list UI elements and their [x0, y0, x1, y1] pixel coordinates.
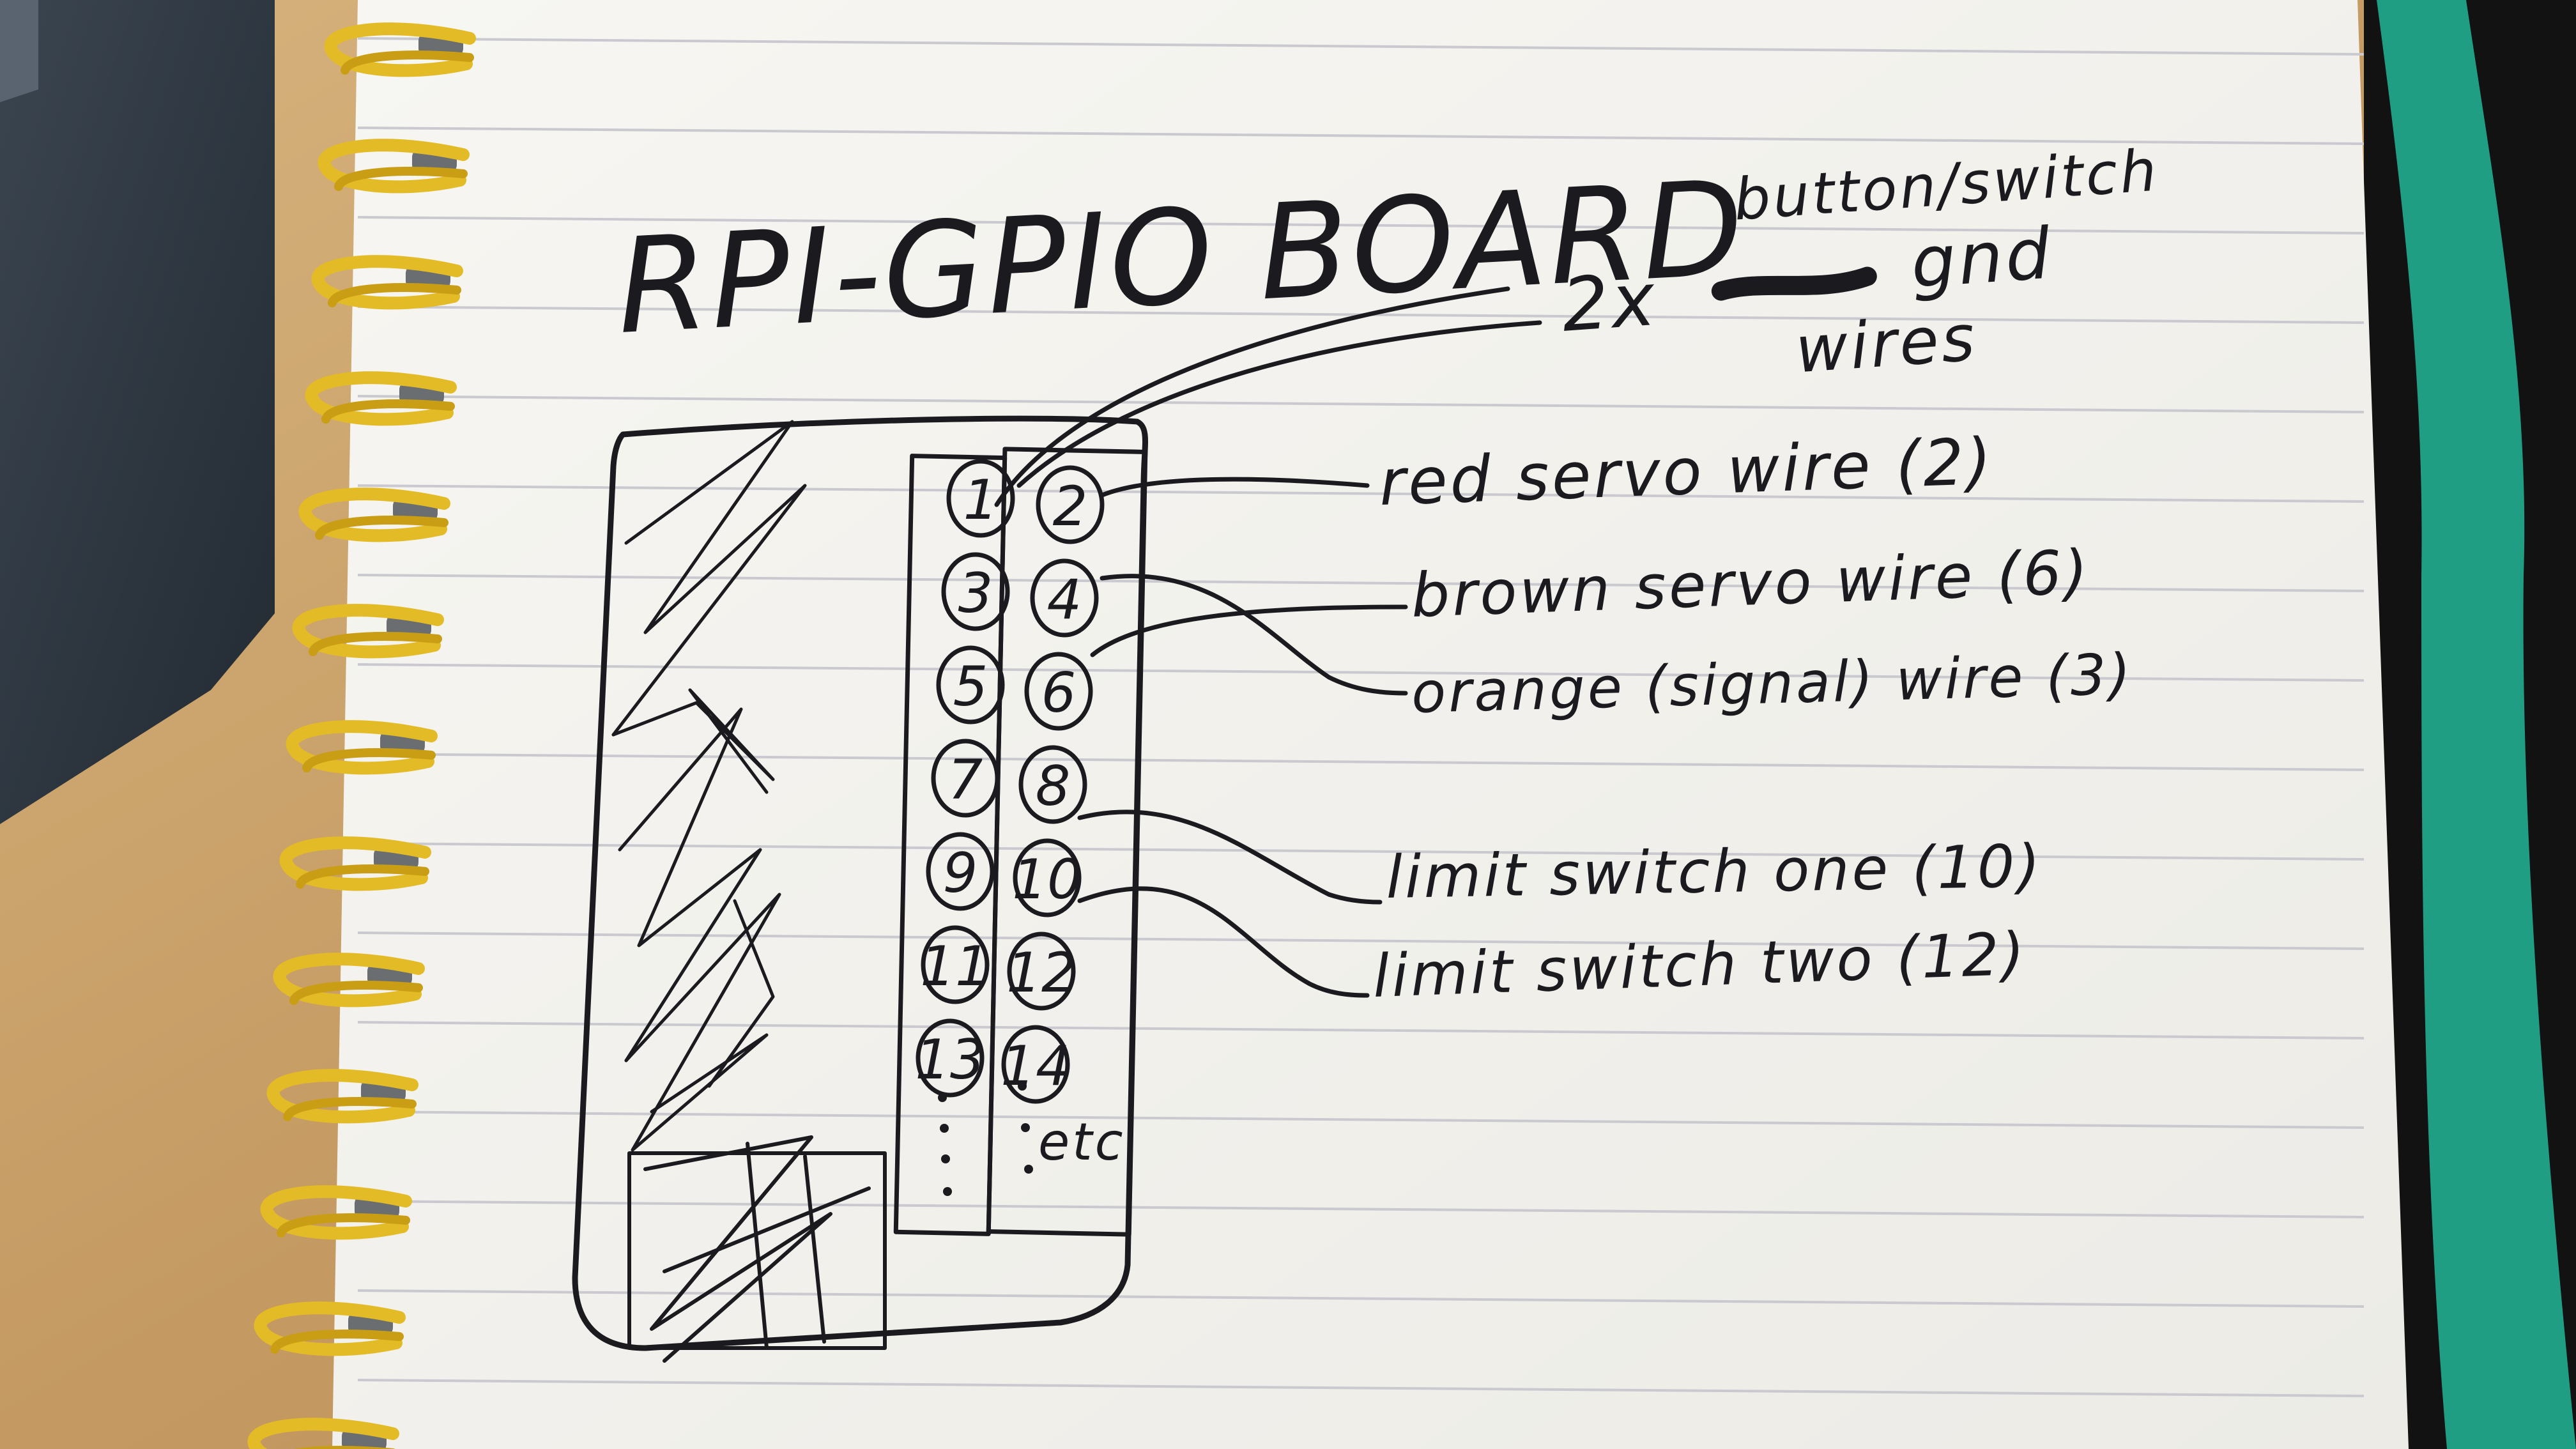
header-continuation-dots [938, 1082, 1033, 1196]
ruled-line [357, 37, 2365, 56]
ruled-lines [357, 37, 2365, 1397]
ruled-line [357, 842, 2365, 861]
wire-label-limit-switch-one: limit switch one (10) [1386, 832, 2044, 912]
board-hatching [611, 420, 807, 1152]
gpio-pin-number: 3 [958, 562, 993, 625]
wire-pin-4 [1100, 574, 1408, 696]
gpio-pin-right: 10 [1012, 838, 1082, 917]
gpio-pin-number: 6 [1041, 661, 1077, 725]
spiral-coil [254, 1301, 406, 1356]
ruled-line [357, 126, 2365, 145]
ruled-line [357, 395, 2365, 413]
gnd-note-line1-end: gnd [1908, 212, 2055, 303]
ruled-line [357, 931, 2365, 950]
gpio-pin-right: 6 [1024, 652, 1093, 731]
spiral-coil [311, 255, 463, 310]
ruled-line [357, 1200, 2365, 1218]
wire-pin-12 [1077, 886, 1370, 998]
ruled-line [357, 484, 2365, 503]
gnd-note-prefix: 2x [1559, 257, 1660, 349]
board-component-square [627, 1135, 887, 1363]
header-right-strip [986, 447, 1148, 1237]
scribble-out [1711, 266, 1877, 301]
spiral-coil [298, 487, 450, 542]
gpio-pin-left: 9 [926, 832, 995, 911]
gpio-pin-left: 3 [941, 552, 1010, 631]
gpio-pin-number: 14 [1000, 1034, 1070, 1098]
ruled-line [357, 1110, 2365, 1129]
gpio-pin-number: 1 [963, 468, 999, 532]
wire-gnd-2 [1016, 320, 1542, 488]
device-corner [0, 0, 275, 824]
spiral-coil [279, 836, 431, 891]
spiral-coil [260, 1185, 412, 1240]
ruled-line [357, 1379, 2365, 1397]
gpio-pin-number: 11 [920, 935, 990, 999]
gpio-pin-right: 12 [1006, 931, 1077, 1011]
spiral-coil [273, 953, 425, 1008]
gpio-pin-number: 5 [953, 655, 988, 719]
header-continuation-etc: etc [1038, 1112, 1126, 1172]
gpio-pin-number: 7 [948, 748, 983, 812]
wires [994, 286, 1542, 998]
wire-gnd-1 [994, 286, 1510, 507]
wire-pin-6 [1090, 604, 1408, 657]
gpio-pin-right: 14 [1000, 1025, 1071, 1104]
gpio-pin-left: 7 [931, 739, 1000, 818]
wire-pin-10 [1077, 809, 1383, 905]
gpio-pin-number: 8 [1036, 755, 1071, 818]
gpio-pin-number: 12 [1006, 941, 1076, 1005]
gpio-pin-left: 5 [936, 645, 1005, 724]
gnd-note-line2: wires [1793, 300, 1980, 388]
gpio-pin-left: 13 [915, 1018, 985, 1098]
ruled-line [357, 663, 2365, 682]
gpio-pin-right: 2 [1036, 465, 1105, 544]
ruled-line [357, 574, 2365, 592]
dark-cover-right [2364, 0, 2576, 1449]
wire-pin-2 [1100, 477, 1370, 498]
ruled-line [357, 1021, 2365, 1039]
spiral-coil [324, 22, 476, 77]
spiral-binding [247, 22, 476, 1449]
gpio-pin-right: 8 [1018, 745, 1087, 824]
gpio-pin-number: 13 [915, 1028, 985, 1092]
spiral-coil [318, 139, 470, 194]
spiral-coil [305, 371, 457, 426]
gpio-pin-number: 9 [943, 841, 978, 905]
gpio-pin-left: 1 [946, 459, 1015, 538]
ruled-line [357, 216, 2365, 234]
ruled-line [357, 1289, 2365, 1308]
spiral-coil [292, 604, 444, 659]
gpio-pin-number: 2 [1053, 475, 1088, 539]
spiral-coil [266, 1069, 418, 1124]
gpio-pin-number: 4 [1047, 568, 1082, 632]
gpio-pin-left: 11 [920, 925, 990, 1004]
notebook-page [332, 0, 2409, 1449]
gpio-pin-number: 10 [1012, 848, 1082, 912]
gpio-pin-right: 4 [1030, 558, 1099, 638]
ruled-line [357, 753, 2365, 771]
spiral-coil [286, 720, 438, 775]
spiral-coil [247, 1418, 399, 1449]
gnd-wires-note: button/switch 2x gnd wires [1559, 137, 2161, 388]
